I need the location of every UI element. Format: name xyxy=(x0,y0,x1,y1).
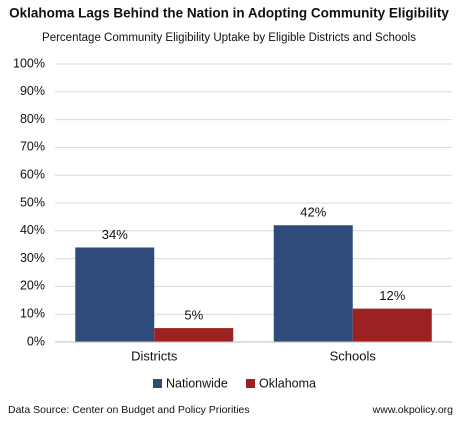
value-label: 12% xyxy=(379,288,405,303)
legend-swatch xyxy=(246,379,255,388)
value-label: 34% xyxy=(102,227,128,242)
y-tick-label: 70% xyxy=(20,140,45,154)
y-tick-label: 90% xyxy=(20,84,45,98)
legend-swatch xyxy=(153,379,162,388)
value-label: 5% xyxy=(184,308,203,323)
bar xyxy=(75,247,155,342)
y-tick-label: 100% xyxy=(13,56,45,70)
chart-title: Oklahoma Lags Behind the Nation in Adopt… xyxy=(9,6,449,21)
y-tick-label: 60% xyxy=(20,167,45,181)
x-tick-label: Schools xyxy=(330,348,377,363)
bar xyxy=(273,225,353,342)
bar xyxy=(154,328,234,342)
legend-label: Oklahoma xyxy=(259,376,316,390)
y-tick-label: 50% xyxy=(20,195,45,209)
chart-subtitle: Percentage Community Eligibility Uptake … xyxy=(42,32,416,44)
legend-label: Nationwide xyxy=(166,376,228,390)
x-tick-label: Districts xyxy=(131,348,178,363)
y-tick-label: 40% xyxy=(20,223,45,237)
y-tick-label: 10% xyxy=(20,306,45,320)
y-tick-label: 30% xyxy=(20,251,45,265)
website: www.okpolicy.org xyxy=(372,404,453,416)
bar xyxy=(352,308,432,342)
source-note: Data Source: Center on Budget and Policy… xyxy=(8,404,250,416)
y-tick-label: 0% xyxy=(27,334,45,348)
y-tick-label: 20% xyxy=(20,279,45,293)
value-label: 42% xyxy=(300,205,326,220)
y-tick-label: 80% xyxy=(20,112,45,126)
